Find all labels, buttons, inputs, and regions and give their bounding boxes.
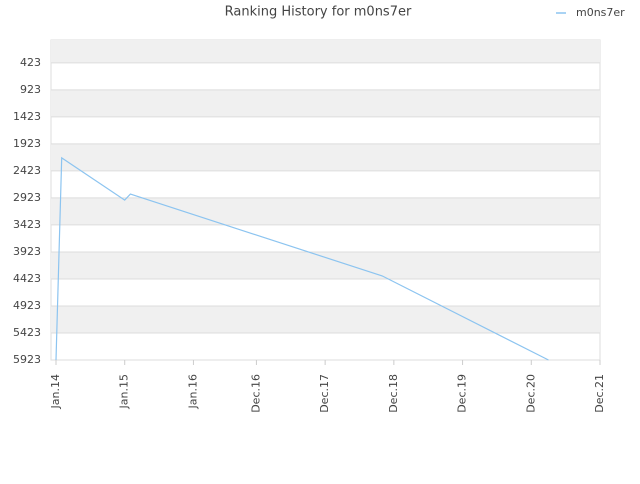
grid-band [51, 305, 600, 333]
y-tick-label: 5423 [13, 326, 41, 339]
x-tick-label: Jan.16 [186, 374, 199, 409]
chart-title: Ranking History for m0ns7er [225, 5, 412, 20]
grid-band [51, 89, 600, 117]
y-tick-label: 3923 [13, 245, 41, 258]
y-tick-label: 423 [20, 56, 41, 69]
y-tick-label: 4423 [13, 272, 41, 285]
y-tick-label: 4923 [13, 299, 41, 312]
grid-band [51, 143, 600, 171]
y-tick-label: 2923 [13, 191, 41, 204]
y-tick-label: 2423 [13, 164, 41, 177]
grid-band [51, 251, 600, 279]
y-tick-label: 3423 [13, 218, 41, 231]
grid-band [51, 197, 600, 225]
x-tick-label: Jan.15 [118, 374, 131, 409]
y-tick-label: 923 [20, 83, 41, 96]
y-tick-label: 1423 [13, 110, 41, 123]
x-tick-label: Dec.18 [387, 374, 400, 413]
legend-label: m0ns7er [576, 6, 625, 19]
x-tick-label: Dec.16 [249, 374, 262, 413]
y-tick-label: 1923 [13, 137, 41, 150]
x-tick-label: Jan.14 [49, 374, 62, 409]
data-line [55, 156, 549, 361]
y-tick-label: 5923 [13, 353, 41, 366]
x-tick-label: Dec.17 [318, 374, 331, 413]
x-tick-label: Dec.19 [456, 374, 469, 413]
grid-band [51, 40, 600, 63]
x-tick-label: Dec.20 [524, 374, 537, 413]
x-tick-label: Dec.21 [593, 374, 606, 413]
